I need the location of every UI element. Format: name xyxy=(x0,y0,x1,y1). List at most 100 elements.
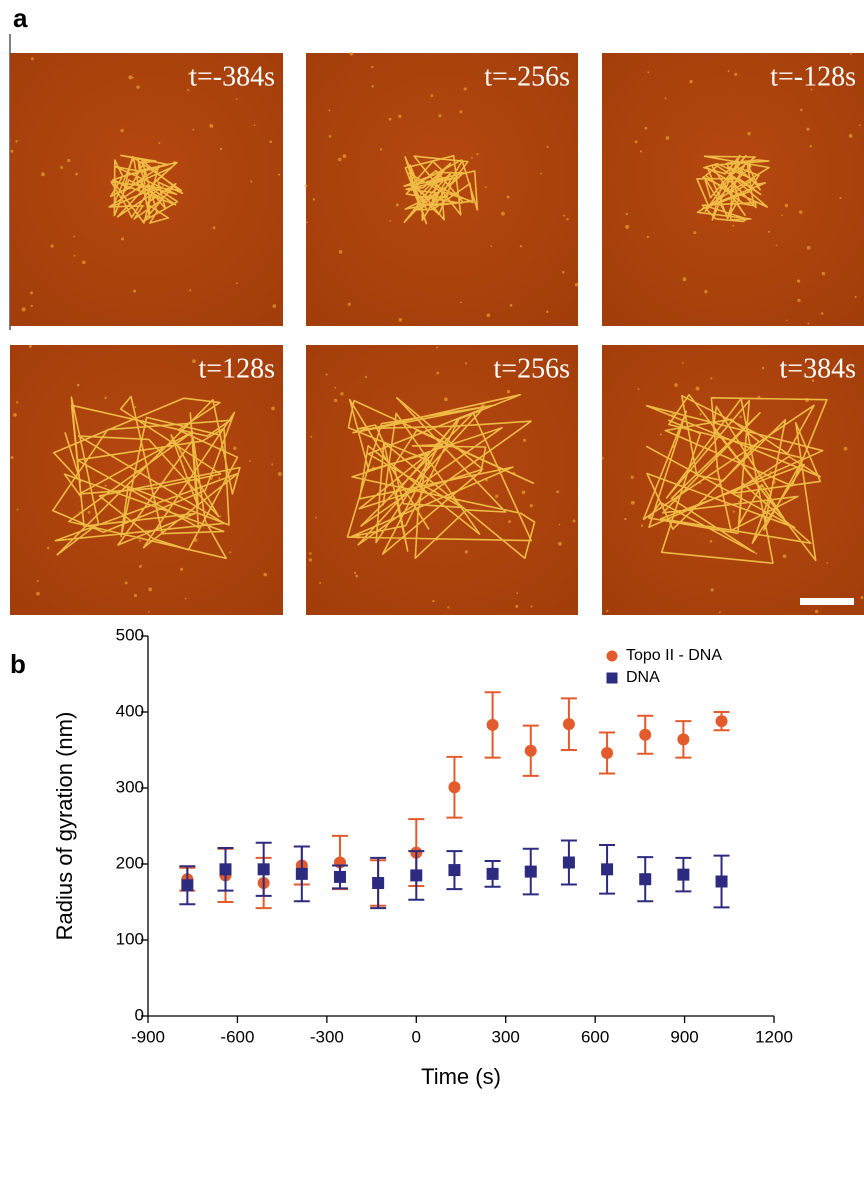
speckle xyxy=(277,173,281,176)
speckle xyxy=(843,446,848,451)
marker xyxy=(333,870,346,883)
speckle xyxy=(659,433,663,436)
speckle xyxy=(689,79,693,84)
speckle xyxy=(136,85,140,89)
speckle xyxy=(13,413,17,417)
speckle xyxy=(46,546,50,550)
speckle xyxy=(319,581,322,584)
speckle xyxy=(189,289,192,292)
speckle xyxy=(443,397,448,402)
speckle xyxy=(87,510,91,514)
frame-label: t=-384s xyxy=(189,61,275,92)
speckle xyxy=(767,230,770,233)
speckle xyxy=(506,389,511,394)
speckle xyxy=(738,500,740,503)
speckle xyxy=(484,186,487,189)
frame-label: t=-128s xyxy=(770,61,856,92)
x-tick-label: 0 xyxy=(412,1027,421,1046)
speckle xyxy=(646,235,650,239)
speckle xyxy=(212,226,216,230)
legend-label: Topo II - DNA xyxy=(626,647,722,664)
speckle xyxy=(674,383,678,388)
marker xyxy=(448,864,461,877)
chart: 0 100 200 300 400 500 -900 -600 -300 0 300 600 900 12… xyxy=(52,625,793,1088)
speckle xyxy=(640,524,644,527)
speckle xyxy=(271,406,275,411)
x-tick-label: -600 xyxy=(220,1027,254,1046)
marker xyxy=(601,747,614,760)
speckle xyxy=(328,109,331,112)
marker xyxy=(715,875,728,888)
speckle xyxy=(739,415,743,419)
y-tick-label: 500 xyxy=(116,625,144,644)
dna-strand xyxy=(108,154,184,224)
x-axis-title: Time (s) xyxy=(421,1064,501,1089)
speckle xyxy=(28,344,32,348)
speckle xyxy=(754,552,758,555)
speckle xyxy=(704,290,708,294)
speckle xyxy=(624,517,627,521)
panel-label: a xyxy=(13,3,28,33)
marker xyxy=(677,868,690,881)
y-tick-label: 400 xyxy=(116,701,144,720)
speckle xyxy=(120,128,124,133)
speckle xyxy=(180,567,184,571)
speckle xyxy=(566,218,569,221)
speckle xyxy=(253,124,256,127)
legend-marker xyxy=(606,672,618,684)
marker xyxy=(448,781,461,794)
speckle xyxy=(337,157,342,162)
speckle xyxy=(436,346,439,349)
speckle xyxy=(75,172,79,176)
speckle xyxy=(761,366,765,370)
speckle xyxy=(353,571,357,575)
speckle xyxy=(258,375,262,379)
speckle xyxy=(342,154,347,159)
frame-label: t=128s xyxy=(199,353,275,384)
speckle xyxy=(465,362,468,365)
x-tick-label: -900 xyxy=(131,1027,165,1046)
speckle xyxy=(325,373,328,376)
speckle xyxy=(104,396,107,400)
speckle xyxy=(138,539,141,542)
speckle xyxy=(848,134,853,138)
y-axis-title: Radius of gyration (nm) xyxy=(52,712,77,941)
speckle xyxy=(30,57,34,61)
speckle xyxy=(233,446,237,450)
speckle xyxy=(192,359,196,364)
speckle xyxy=(438,114,442,118)
speckle xyxy=(124,581,128,585)
speckle xyxy=(858,124,861,127)
marker xyxy=(524,865,537,878)
speckle xyxy=(436,371,440,375)
speckle xyxy=(811,379,815,382)
speckle xyxy=(562,270,565,274)
speckle xyxy=(797,298,801,303)
speckle xyxy=(312,198,316,201)
speckle xyxy=(718,611,721,614)
speckle xyxy=(556,490,560,494)
speckle xyxy=(398,318,403,322)
speckle xyxy=(192,128,195,131)
speckle xyxy=(664,97,667,100)
speckle xyxy=(807,322,810,325)
speckle xyxy=(60,165,64,169)
speckle xyxy=(574,282,579,287)
speckle xyxy=(309,552,312,555)
y-tick-label: 100 xyxy=(116,929,144,948)
scale-bar xyxy=(800,598,854,605)
speckle xyxy=(16,508,19,511)
marker xyxy=(486,867,499,880)
speckle xyxy=(36,579,39,582)
image-grid: t=-384s t=-256s t=-128s t=128s t=256s t=384s xyxy=(10,52,864,615)
speckle xyxy=(308,558,313,562)
speckle xyxy=(73,235,76,238)
speckle xyxy=(15,140,18,143)
speckle xyxy=(128,75,133,80)
marker xyxy=(257,863,270,876)
speckle xyxy=(747,131,751,136)
speckle xyxy=(732,510,735,513)
marker xyxy=(181,879,194,892)
x-tick-label: 600 xyxy=(581,1027,609,1046)
speckle xyxy=(490,245,493,247)
